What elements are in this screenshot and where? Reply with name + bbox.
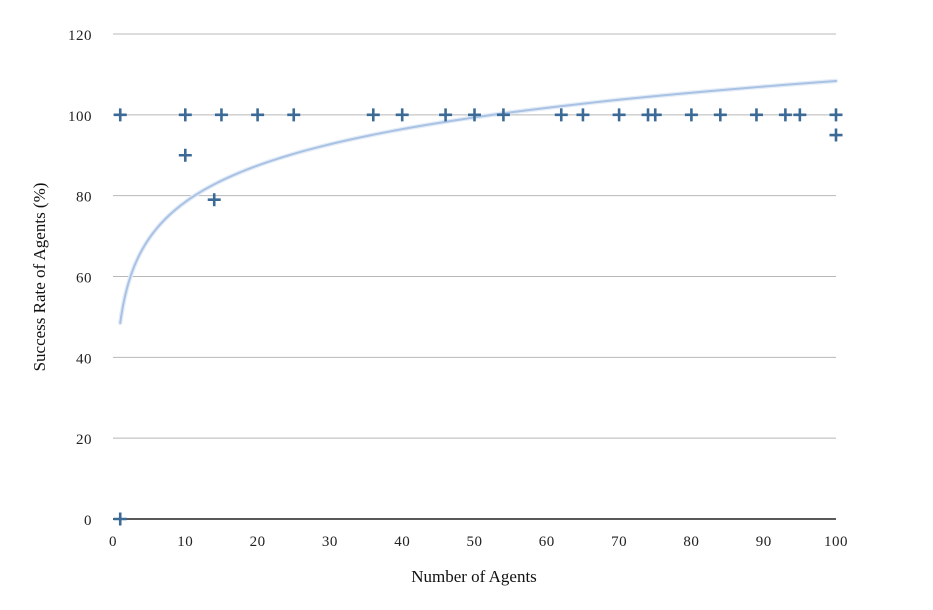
data-point (576, 108, 590, 122)
data-point (829, 128, 843, 142)
y-tick-label: 120 (68, 28, 92, 44)
x-tick-label: 40 (394, 534, 410, 550)
data-point (207, 193, 221, 207)
x-axis-title: Number of Agents (411, 567, 537, 586)
y-axis-title: Success Rate of Agents (%) (30, 183, 49, 372)
y-tick-label: 20 (76, 432, 92, 448)
data-point (749, 108, 763, 122)
y-axis-tick-labels: 0 20 40 60 80 100 120 (68, 28, 92, 529)
data-point (366, 108, 380, 122)
data-point (178, 108, 192, 122)
data-point (468, 108, 481, 122)
x-axis-tick-labels: 0 10 20 30 40 50 60 70 80 90 100 (109, 534, 848, 550)
y-tick-label: 80 (76, 190, 92, 206)
data-point (178, 148, 192, 162)
data-points (113, 108, 843, 526)
y-tick-label: 60 (76, 271, 92, 287)
y-tick-label: 100 (68, 109, 92, 125)
x-tick-label: 90 (756, 534, 772, 550)
data-point (496, 108, 510, 122)
trendline-group (117, 78, 839, 326)
x-tick-label: 30 (322, 534, 338, 550)
gridlines (113, 33, 836, 520)
data-point (214, 108, 228, 122)
x-tick-label: 100 (824, 534, 848, 550)
data-point (684, 108, 698, 122)
data-point (793, 108, 807, 122)
data-point (395, 108, 409, 122)
y-tick-label: 40 (76, 351, 92, 367)
x-tick-label: 70 (611, 534, 627, 550)
data-point (439, 108, 453, 122)
trendline (119, 80, 837, 324)
data-point (713, 108, 727, 122)
data-point (648, 108, 662, 122)
data-point (287, 108, 301, 122)
data-point (778, 108, 792, 122)
x-tick-label: 0 (109, 534, 117, 550)
x-tick-label: 80 (683, 534, 699, 550)
x-tick-label: 60 (539, 534, 555, 550)
x-tick-label: 50 (467, 534, 483, 550)
data-point (251, 108, 265, 122)
x-tick-label: 20 (250, 534, 266, 550)
x-tick-label: 10 (177, 534, 193, 550)
data-point (829, 108, 843, 122)
data-point (554, 108, 568, 122)
data-point (113, 108, 127, 122)
data-point (612, 108, 626, 122)
y-tick-label: 0 (84, 513, 92, 529)
data-point (113, 512, 127, 526)
